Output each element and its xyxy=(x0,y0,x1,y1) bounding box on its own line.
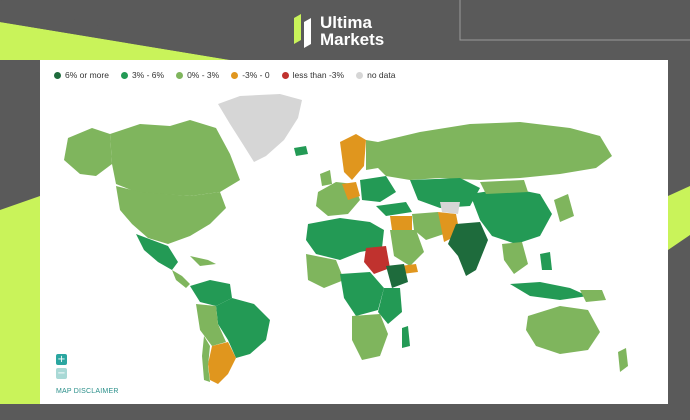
map-disclaimer-link[interactable]: MAP DISCLAIMER xyxy=(56,388,119,395)
region-colombia-venezuela[interactable] xyxy=(190,280,232,306)
region-peru-bolivia[interactable] xyxy=(196,304,226,346)
region-scandinavia[interactable] xyxy=(340,134,366,180)
region-philippines[interactable] xyxy=(540,252,552,270)
region-russia[interactable] xyxy=(378,122,612,180)
legend-dot xyxy=(231,71,239,79)
ultima-markets-logo-icon xyxy=(294,14,311,48)
legend-item-no-data[interactable]: no data xyxy=(356,70,395,80)
brand-logo: Ultima Markets xyxy=(292,14,384,48)
region-north-africa[interactable] xyxy=(306,218,384,260)
region-uk[interactable] xyxy=(320,170,332,186)
map-card: 6% or more 3% - 6% 0% - 3% -3% - 0 less … xyxy=(40,60,668,404)
region-caribbean[interactable] xyxy=(190,256,216,266)
region-southeast-asia[interactable] xyxy=(502,242,528,274)
legend-label: 0% - 3% xyxy=(187,70,220,80)
region-indonesia[interactable] xyxy=(510,282,588,300)
region-india[interactable] xyxy=(448,222,488,276)
legend-label: -3% - 0 xyxy=(242,70,270,80)
region-canada[interactable] xyxy=(110,120,240,196)
region-brazil[interactable] xyxy=(216,298,270,358)
zoom-controls: + − xyxy=(56,354,67,379)
region-papua[interactable] xyxy=(580,290,606,302)
legend-dot xyxy=(120,71,128,79)
region-turkmenistan[interactable] xyxy=(440,202,460,214)
zoom-in-button[interactable]: + xyxy=(56,354,67,365)
region-korea-japan[interactable] xyxy=(554,194,574,222)
legend-dot xyxy=(176,71,184,79)
legend-dot xyxy=(356,71,364,79)
region-mongolia[interactable] xyxy=(480,180,528,194)
legend-label: 6% or more xyxy=(65,70,109,80)
region-turkey[interactable] xyxy=(376,202,412,216)
region-mexico[interactable] xyxy=(136,234,178,270)
region-china[interactable] xyxy=(470,188,552,244)
region-sudan[interactable] xyxy=(364,246,390,274)
legend-item-zero-to-three[interactable]: 0% - 3% xyxy=(176,70,219,80)
region-new-zealand[interactable] xyxy=(618,348,628,372)
legend-label: no data xyxy=(367,70,396,80)
region-saudi-arabia[interactable] xyxy=(390,230,424,266)
legend-item-three-to-six[interactable]: 3% - 6% xyxy=(120,70,165,80)
region-greenland[interactable] xyxy=(218,94,302,162)
world-map[interactable] xyxy=(40,84,668,384)
region-kazakhstan[interactable] xyxy=(410,178,480,208)
region-iraq-syria[interactable] xyxy=(390,216,412,230)
legend-label: less than -3% xyxy=(292,70,345,80)
region-central-africa[interactable] xyxy=(340,272,384,316)
legend-label: 3% - 6% xyxy=(131,70,165,80)
region-west-africa[interactable] xyxy=(306,254,344,288)
region-eastern-europe[interactable] xyxy=(360,176,396,202)
map-legend: 6% or more 3% - 6% 0% - 3% -3% - 0 less … xyxy=(54,70,395,80)
region-iceland[interactable] xyxy=(294,146,308,156)
region-alaska[interactable] xyxy=(64,128,112,176)
region-ethiopia[interactable] xyxy=(386,264,408,288)
legend-item-six-or-more[interactable]: 6% or more xyxy=(54,70,109,80)
legend-dot xyxy=(281,71,289,79)
region-southern-africa[interactable] xyxy=(352,314,388,360)
region-usa[interactable] xyxy=(116,186,226,244)
brand-name-line2: Markets xyxy=(320,30,385,49)
region-finland[interactable] xyxy=(366,140,378,170)
brand-name-line1: Ultima xyxy=(320,13,372,32)
region-madagascar[interactable] xyxy=(402,326,410,348)
region-iran[interactable] xyxy=(412,212,444,240)
region-australia[interactable] xyxy=(526,306,600,354)
legend-item-less-than-minus3[interactable]: less than -3% xyxy=(281,70,345,80)
region-germany[interactable] xyxy=(342,182,360,200)
region-east-africa[interactable] xyxy=(378,288,402,324)
region-central-america[interactable] xyxy=(172,270,190,288)
region-chile[interactable] xyxy=(202,336,210,382)
region-argentina[interactable] xyxy=(208,342,236,384)
legend-dot xyxy=(54,71,61,79)
legend-item-minus3-to-0[interactable]: -3% - 0 xyxy=(231,70,270,80)
zoom-out-button[interactable]: − xyxy=(56,368,67,379)
